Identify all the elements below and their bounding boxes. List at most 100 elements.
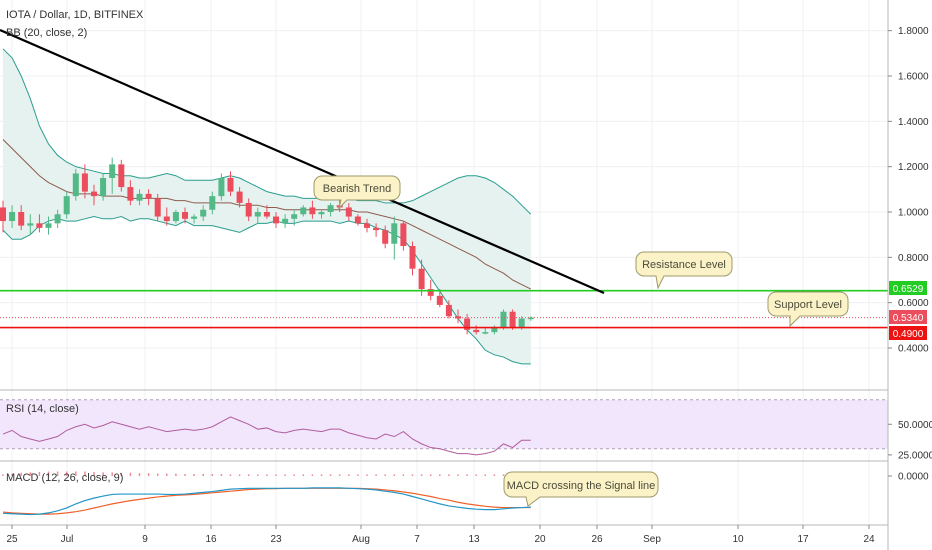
candle-body xyxy=(436,295,443,305)
candle-body xyxy=(200,209,207,217)
candle-body xyxy=(464,318,471,330)
candle xyxy=(191,214,198,224)
candle xyxy=(36,214,43,233)
candle-body xyxy=(491,327,498,333)
current-price-badge: 0.5340 xyxy=(889,310,927,324)
support-level-callout[interactable]: Support Level xyxy=(767,291,849,328)
macd-cross-callout-text: MACD crossing the Signal line xyxy=(507,480,656,492)
price-tick-label: 0.4000 xyxy=(898,344,929,355)
candle-body xyxy=(209,196,216,210)
candle-body xyxy=(518,318,525,328)
candle-body xyxy=(81,173,88,192)
bearish-trend-callout[interactable]: Bearish Trend xyxy=(313,175,401,210)
candle xyxy=(254,207,261,224)
candle xyxy=(245,198,252,222)
resistance-level-callout-text: Resistance Level xyxy=(642,259,726,271)
price-tick-label: 0.8000 xyxy=(898,253,929,264)
current-price-text: 0.5340 xyxy=(893,313,924,324)
candle-body xyxy=(473,329,480,333)
support-level-callout-text: Support Level xyxy=(774,299,842,311)
candle xyxy=(445,300,452,319)
candle xyxy=(172,209,179,224)
candle-body xyxy=(254,212,261,217)
price-tick-label: 0.6000 xyxy=(898,298,929,309)
candle xyxy=(309,200,316,219)
candle xyxy=(300,205,307,217)
time-tick-label: 25 xyxy=(6,534,18,545)
candle xyxy=(18,205,25,231)
support-price-text: 0.4900 xyxy=(893,329,924,340)
bollinger-upper-line xyxy=(2,48,532,215)
candle xyxy=(400,221,407,251)
candle-body xyxy=(382,230,389,244)
candle-body xyxy=(9,212,16,222)
price-tick-label: 1.2000 xyxy=(898,162,929,173)
candle xyxy=(27,214,34,235)
candle-body xyxy=(263,212,270,217)
candle xyxy=(0,200,6,233)
candle xyxy=(373,223,380,237)
candle xyxy=(72,168,79,201)
candle xyxy=(354,214,361,226)
candle-body xyxy=(445,304,452,317)
candle xyxy=(81,164,88,199)
macd-legend[interactable]: MACD (12, 26, close, 9) xyxy=(6,472,123,484)
candle-body xyxy=(318,212,325,215)
candle xyxy=(54,209,61,228)
price-tick-label: 1.8000 xyxy=(898,26,929,37)
bearish-trend-line[interactable] xyxy=(0,28,605,295)
candle-body xyxy=(354,216,361,224)
candle xyxy=(391,216,398,260)
candle-body xyxy=(400,223,407,246)
candle xyxy=(109,157,116,194)
time-tick-label: 16 xyxy=(205,534,217,545)
candle-body xyxy=(282,218,289,224)
candle xyxy=(364,218,370,233)
time-tick-label: 20 xyxy=(534,534,546,545)
candles-layer[interactable] xyxy=(0,157,534,335)
candle-body xyxy=(364,223,370,228)
candle-body xyxy=(409,246,416,269)
rsi-line xyxy=(2,416,531,456)
candle-body xyxy=(327,205,334,212)
bb-legend[interactable]: BB (20, close, 2) xyxy=(6,27,87,39)
candle xyxy=(209,191,216,215)
price-axis-labels[interactable]: 0.4000 0.6000 0.8000 1.0000 1.2000 1.4000 1.60… xyxy=(888,26,932,483)
candle-body xyxy=(154,198,161,217)
bollinger-lower-line xyxy=(2,216,531,365)
candle-body xyxy=(345,207,352,217)
time-tick-label: 23 xyxy=(270,534,282,545)
macd-cross-callout[interactable]: MACD crossing the Signal line xyxy=(503,471,659,507)
rsi-tick-label: 50.0000 xyxy=(898,420,932,431)
candle xyxy=(345,202,352,222)
time-tick-label: 7 xyxy=(414,534,420,545)
candle xyxy=(9,205,16,228)
time-tick-label: Sep xyxy=(643,534,661,545)
candle xyxy=(527,316,534,321)
candle-body xyxy=(45,223,52,228)
candle-body xyxy=(300,207,307,215)
candle-body xyxy=(109,164,116,178)
resistance-level-callout[interactable]: Resistance Level xyxy=(635,251,733,290)
candle-body xyxy=(418,268,425,290)
rsi-legend[interactable]: RSI (14, close) xyxy=(6,403,79,415)
candle xyxy=(118,159,125,192)
macd-layer xyxy=(2,471,532,516)
candle-body xyxy=(236,191,243,203)
symbol-title[interactable]: IOTA / Dollar, 1D, BITFINEX xyxy=(6,9,144,21)
time-tick-label: 24 xyxy=(863,534,875,545)
candle-body xyxy=(509,311,516,328)
time-axis-labels[interactable]: 25 Jul 9 16 23 Aug 7 13 20 26 Sep 10 17 24 xyxy=(6,525,875,545)
candle xyxy=(63,191,70,219)
candle-body xyxy=(136,193,143,201)
candle-body xyxy=(500,311,507,328)
macd-tick-label: 0.0000 xyxy=(898,472,929,483)
time-tick-label: 26 xyxy=(591,534,603,545)
candle-body xyxy=(245,202,252,217)
candle xyxy=(163,207,170,226)
candle xyxy=(318,209,325,219)
candle xyxy=(263,205,270,219)
candle xyxy=(273,212,279,228)
resistance-price-badge: 0.6529 xyxy=(889,281,927,295)
